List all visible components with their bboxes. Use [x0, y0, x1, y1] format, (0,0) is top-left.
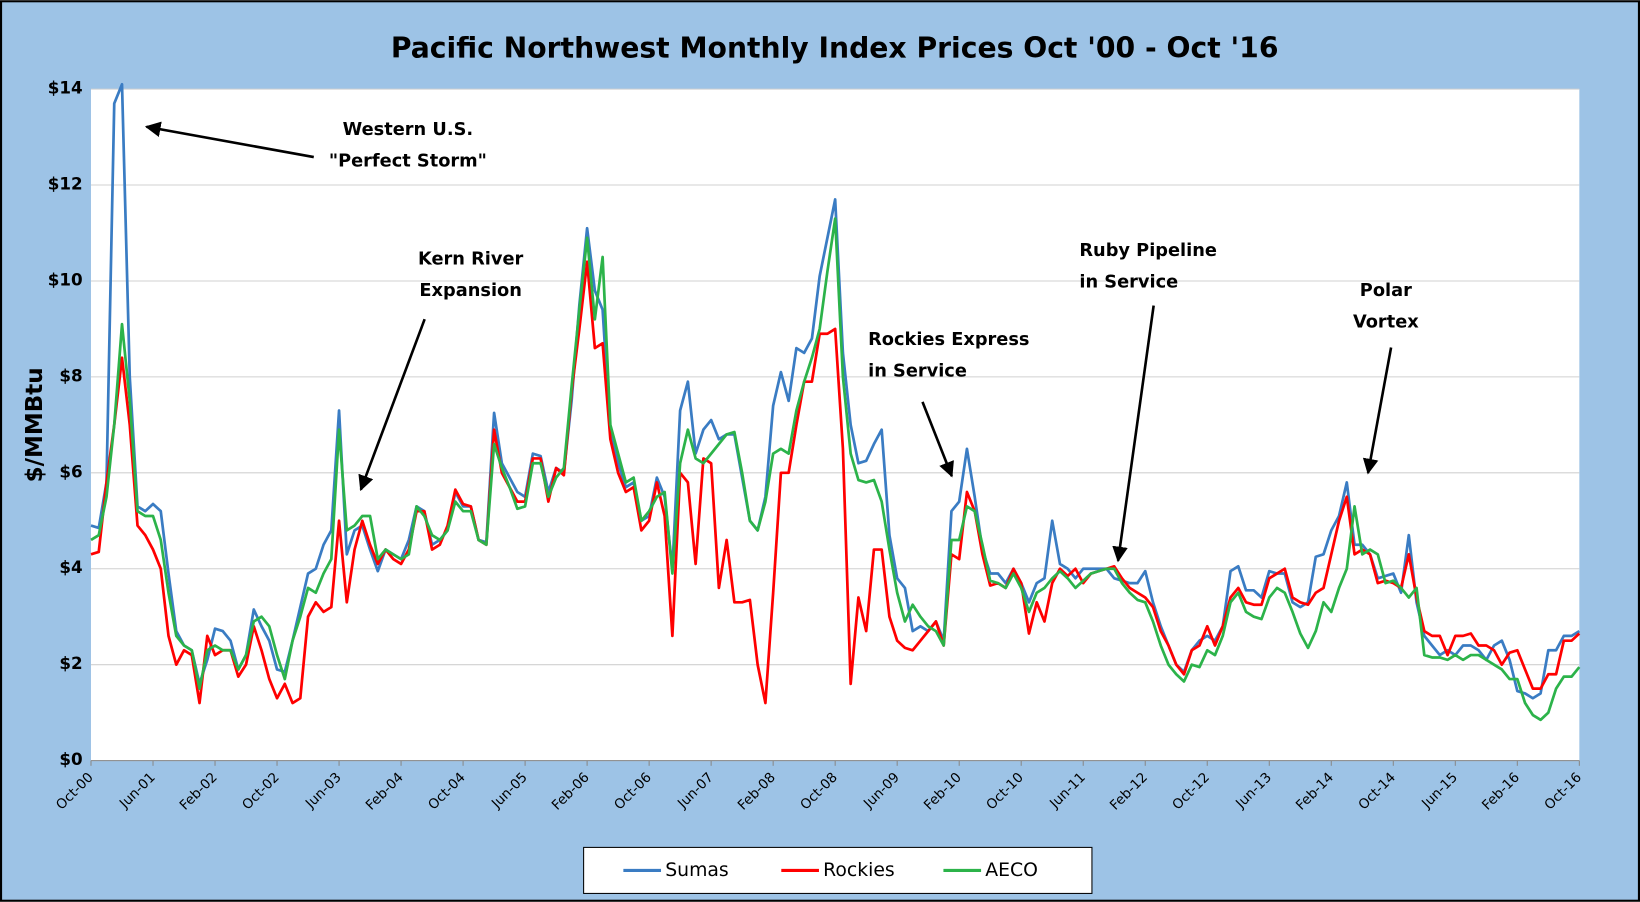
annotation-arrow	[358, 318, 426, 492]
y-axis-label: $/MMBtu	[22, 367, 48, 482]
y-tick-label: $2	[59, 653, 82, 673]
y-tick-label: $6	[59, 461, 82, 481]
series-line	[90, 217, 1581, 722]
annotation: Western U.S.	[343, 119, 473, 140]
y-tick-label: $12	[48, 174, 83, 194]
y-tick-label: $4	[59, 557, 82, 577]
y-tick-label: $14	[48, 78, 83, 98]
chart-title: Pacific Northwest Monthly Index Prices O…	[391, 31, 1279, 64]
annotation: in Service	[868, 361, 967, 382]
series-line	[90, 82, 1581, 700]
legend-box	[583, 846, 1093, 894]
legend-label: AECO	[985, 860, 1038, 881]
annotation: Ruby Pipeline	[1079, 240, 1217, 261]
annotation: Expansion	[419, 280, 521, 301]
y-tick-label: $10	[48, 269, 83, 289]
annotation: Rockies Express	[868, 329, 1029, 350]
annotation: "Perfect Storm"	[329, 150, 487, 171]
annotation-arrow	[921, 401, 954, 478]
annotation: Vortex	[1353, 311, 1419, 332]
y-tick-label: $8	[59, 365, 82, 385]
plot-area	[90, 89, 1580, 761]
legend-label: Sumas	[665, 860, 729, 881]
annotation: in Service	[1079, 272, 1178, 293]
y-tick-label: $0	[59, 749, 82, 769]
series-line	[90, 260, 1581, 705]
annotation-arrow	[1362, 347, 1393, 475]
annotation-arrow	[144, 121, 315, 159]
legend-label: Rockies	[823, 860, 895, 881]
annotation: Kern River	[418, 249, 523, 270]
annotation: Polar	[1360, 280, 1412, 301]
annotation-arrow	[1112, 305, 1155, 563]
